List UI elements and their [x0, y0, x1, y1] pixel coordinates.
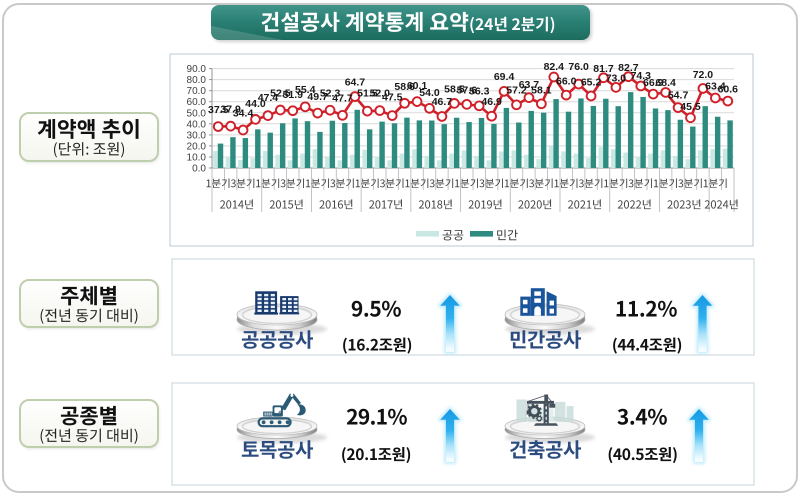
- svg-text:46.7: 46.7: [432, 96, 453, 108]
- svg-text:10.0: 10.0: [187, 153, 207, 164]
- svg-text:69.4: 69.4: [494, 71, 515, 83]
- svg-text:49.7: 49.7: [307, 91, 328, 103]
- svg-text:64.7: 64.7: [345, 77, 366, 89]
- svg-text:66.9: 66.9: [643, 77, 664, 89]
- svg-text:0.0: 0.0: [192, 164, 206, 175]
- svg-text:63.4: 63.4: [705, 80, 726, 92]
- svg-text:81.7: 81.7: [593, 63, 614, 75]
- svg-text:47.4: 47.4: [258, 92, 279, 104]
- svg-text:20.0: 20.0: [187, 141, 207, 152]
- svg-text:46.9: 46.9: [481, 96, 502, 108]
- svg-text:51.5: 51.5: [357, 88, 378, 100]
- svg-text:58.6: 58.6: [394, 81, 415, 93]
- svg-text:72.0: 72.0: [693, 69, 714, 81]
- svg-text:40.0: 40.0: [187, 119, 207, 130]
- svg-text:37.9: 37.9: [220, 103, 241, 115]
- svg-text:55.4: 55.4: [295, 84, 316, 96]
- svg-text:50.0: 50.0: [187, 108, 207, 119]
- svg-text:34.4: 34.4: [233, 108, 254, 120]
- svg-text:30.0: 30.0: [187, 130, 207, 141]
- svg-text:57.2: 57.2: [506, 84, 527, 96]
- svg-text:80.0: 80.0: [187, 75, 207, 86]
- svg-text:52.0: 52.0: [370, 88, 391, 100]
- svg-text:60.6: 60.6: [718, 84, 739, 96]
- svg-text:70.0: 70.0: [187, 86, 207, 97]
- svg-text:51.9: 51.9: [283, 89, 304, 101]
- svg-text:54.7: 54.7: [668, 90, 689, 102]
- svg-text:63.7: 63.7: [519, 79, 540, 91]
- svg-text:82.7: 82.7: [618, 62, 639, 74]
- svg-text:60.0: 60.0: [187, 97, 207, 108]
- svg-text:68.4: 68.4: [655, 77, 676, 89]
- svg-text:47.7: 47.7: [332, 92, 353, 104]
- svg-text:58.1: 58.1: [531, 84, 552, 96]
- svg-text:56.3: 56.3: [469, 85, 490, 97]
- svg-text:52.5: 52.5: [270, 87, 291, 99]
- svg-text:57.6: 57.6: [457, 84, 478, 96]
- svg-text:73.0: 73.0: [606, 72, 627, 84]
- svg-text:45.5: 45.5: [680, 101, 701, 113]
- svg-text:65.2: 65.2: [581, 76, 602, 88]
- svg-text:66.0: 66.0: [556, 76, 577, 88]
- svg-text:52.3: 52.3: [320, 88, 341, 100]
- svg-text:76.0: 76.0: [568, 61, 589, 73]
- svg-text:47.5: 47.5: [382, 92, 403, 104]
- svg-text:74.3: 74.3: [631, 70, 652, 82]
- svg-text:58.5: 58.5: [444, 83, 465, 95]
- svg-text:82.4: 82.4: [544, 61, 565, 73]
- svg-text:60.1: 60.1: [407, 80, 428, 92]
- svg-text:90.0: 90.0: [187, 64, 207, 75]
- svg-text:54.0: 54.0: [419, 87, 440, 99]
- svg-text:44.0: 44.0: [245, 98, 266, 110]
- svg-text:37.5: 37.5: [208, 104, 229, 116]
